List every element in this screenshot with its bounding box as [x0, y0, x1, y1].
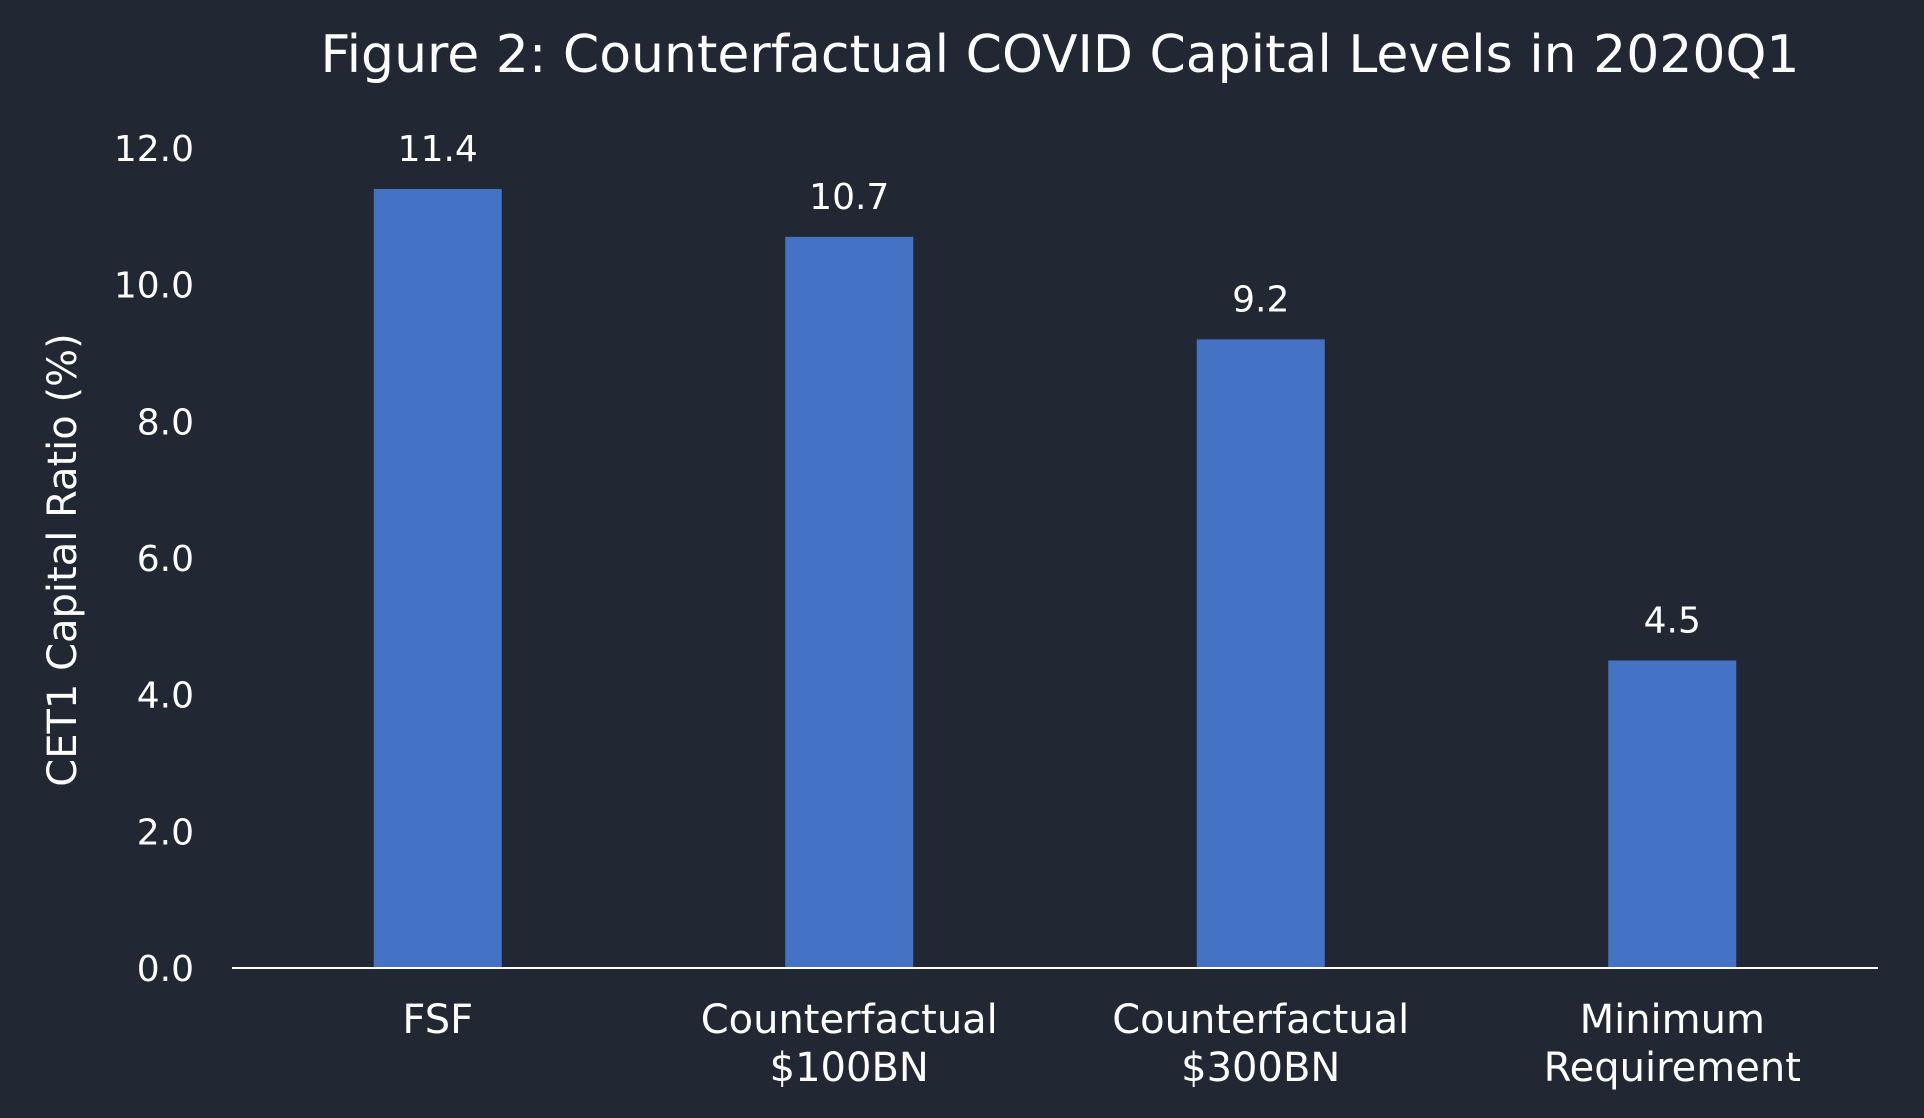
- category-label: Counterfactual: [701, 997, 998, 1043]
- category-label: $300BN: [1181, 1045, 1340, 1091]
- y-tick-label: 0.0: [137, 949, 194, 990]
- bar: [373, 189, 502, 968]
- y-tick-label: 8.0: [137, 402, 194, 443]
- category-label: $100BN: [770, 1045, 929, 1091]
- bar: [1608, 660, 1737, 968]
- y-tick-label: 10.0: [114, 266, 194, 307]
- x-axis-category-labels: FSF Counterfactual$100BNCounterfactual$30…: [402, 997, 1800, 1091]
- category-label: Counterfactual: [1112, 997, 1409, 1043]
- data-labels: 11.4 10.7 9.2 4.5: [398, 129, 1701, 642]
- category-label: Requirement: [1544, 1045, 1801, 1091]
- chart-title: Figure 2: Counterfactual COVID Capital L…: [320, 25, 1799, 85]
- category-label: FSF: [402, 997, 473, 1043]
- bar: [785, 236, 914, 969]
- y-tick-label: 4.0: [137, 676, 194, 717]
- y-tick-label: 12.0: [114, 129, 194, 170]
- y-tick-label: 2.0: [137, 812, 194, 853]
- y-axis-ticks: 0.0 2.0 4.0 6.0 8.0 10.0 12.0: [114, 129, 194, 990]
- data-label: 4.5: [1644, 601, 1701, 642]
- data-label: 9.2: [1232, 279, 1289, 320]
- category-label: Minimum: [1580, 997, 1765, 1043]
- bar-series: [373, 189, 1737, 969]
- data-label: 10.7: [809, 177, 889, 218]
- data-label: 11.4: [398, 129, 478, 170]
- y-tick-label: 6.0: [137, 539, 194, 580]
- bar: [1196, 339, 1325, 968]
- y-axis-label: CET1 Capital Ratio (%): [40, 333, 86, 786]
